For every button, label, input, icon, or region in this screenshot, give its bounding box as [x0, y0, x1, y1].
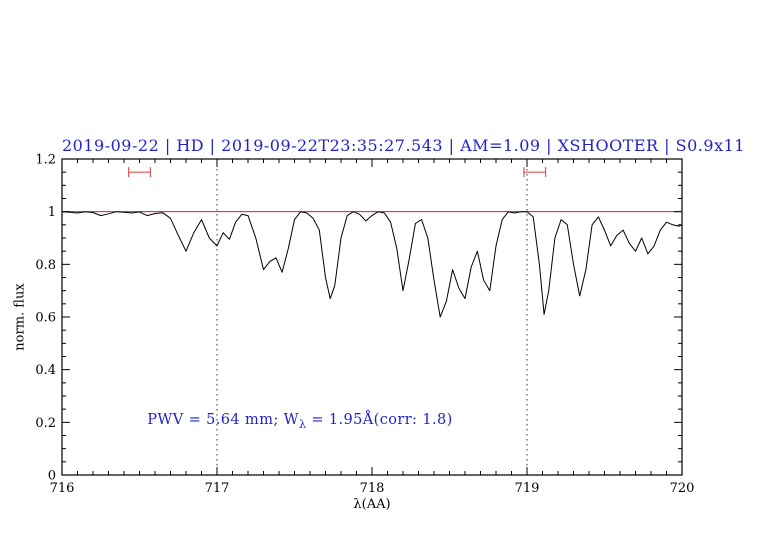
interval-marker [128, 167, 151, 178]
y-tick-label: 1 [48, 205, 56, 220]
y-tick-label: 0.6 [35, 311, 56, 326]
x-tick-label: 717 [205, 481, 230, 496]
interval-marker [523, 167, 547, 178]
spectrum-line [61, 211, 683, 318]
y-axis-label: norm. flux [12, 283, 28, 351]
annotation: PWV = 5.64 mm; Wλ = 1.95Å(corr: 1.8) [147, 412, 452, 431]
y-tick-label: 0 [48, 469, 56, 484]
y-tick-label: 1.2 [35, 153, 56, 168]
annotation-suffix: = 1.95Å(corr: 1.8) [306, 412, 453, 429]
x-tick-label: 719 [515, 481, 540, 496]
x-axis-label: λ(AA) [353, 497, 391, 512]
annotation-prefix: PWV = 5.64 mm; W [147, 412, 299, 429]
annotation-lambda-subscript: λ [298, 417, 307, 431]
x-tick-label: 716 [50, 481, 75, 496]
x-tick-label: 720 [670, 481, 695, 496]
y-tick-label: 0.8 [35, 258, 56, 273]
x-tick-label: 718 [360, 481, 385, 496]
y-tick-label: 0.4 [35, 363, 56, 378]
plot-title: 2019-09-22 | HD | 2019-09-22T23:35:27.54… [62, 136, 745, 155]
y-tick-label: 0.2 [35, 416, 56, 431]
